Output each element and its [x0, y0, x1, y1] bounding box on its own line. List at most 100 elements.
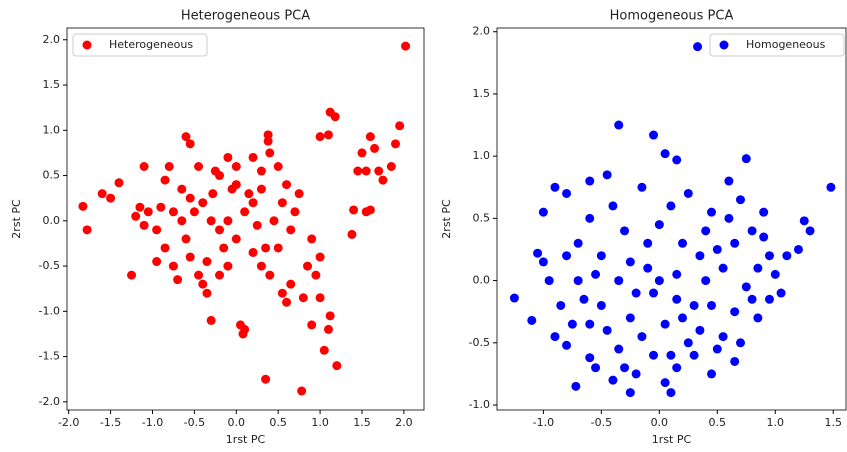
y-axis-label: 2rst PC [440, 199, 453, 239]
point [544, 276, 554, 286]
point [724, 176, 734, 186]
point [231, 234, 241, 244]
point [550, 332, 560, 342]
point [614, 120, 624, 130]
x-tick-label: 1.0 [767, 416, 785, 429]
legend-box [72, 33, 208, 57]
point [206, 315, 216, 325]
point [248, 198, 258, 208]
point [730, 356, 740, 366]
chart-title: Heterogeneous PCA [181, 9, 310, 24]
point [550, 182, 560, 192]
x-tick-label: 0.0 [651, 416, 669, 429]
point [294, 189, 304, 199]
point [649, 288, 659, 298]
point [602, 325, 612, 335]
point [202, 288, 212, 298]
point [277, 288, 287, 298]
point [240, 207, 250, 217]
point [181, 234, 191, 244]
x-tick-label: -0.5 [591, 416, 612, 429]
point [256, 261, 266, 271]
legend-marker [82, 40, 92, 50]
point [370, 143, 380, 153]
legend-label: Heterogeneous [109, 38, 193, 51]
point [533, 248, 543, 258]
point [637, 182, 647, 192]
point [332, 361, 342, 371]
x-tick-label: 1.0 [311, 416, 329, 429]
point [386, 161, 396, 171]
point [730, 307, 740, 317]
point [620, 226, 630, 236]
point [277, 198, 287, 208]
point [208, 189, 218, 199]
point [357, 148, 367, 158]
y-tick-label: 2.0 [43, 33, 61, 46]
point [206, 216, 216, 226]
x-tick-label: -1.5 [100, 416, 121, 429]
point [231, 180, 241, 190]
point [625, 388, 635, 398]
point [573, 238, 583, 248]
point [263, 136, 273, 146]
point [139, 161, 149, 171]
point [672, 269, 682, 279]
x-tick-label: 1.5 [353, 416, 371, 429]
point [261, 243, 271, 253]
point [139, 220, 149, 230]
point [160, 175, 170, 185]
y-tick-label: -1.5 [39, 350, 60, 363]
point [286, 279, 296, 289]
point [152, 225, 162, 235]
x-tick-label: -0.5 [184, 416, 205, 429]
x-axis-label: 1rst PC [652, 433, 692, 446]
point [269, 216, 279, 226]
point [660, 149, 670, 159]
point [319, 345, 329, 355]
point [273, 243, 283, 253]
point [614, 344, 624, 354]
point [198, 198, 208, 208]
x-tick-label: -1.0 [533, 416, 554, 429]
point [683, 188, 693, 198]
x-tick-label: 1.5 [824, 416, 842, 429]
point [562, 188, 572, 198]
point [261, 374, 271, 384]
point [672, 155, 682, 165]
point [805, 226, 815, 236]
point [131, 211, 141, 221]
point [238, 329, 248, 339]
point [712, 344, 722, 354]
y-tick-label: 1.5 [43, 78, 61, 91]
point [695, 251, 705, 261]
x-tick-label: 2.0 [395, 416, 413, 429]
legend-marker [719, 40, 729, 50]
point [282, 180, 292, 190]
point [323, 130, 333, 140]
point [181, 132, 191, 142]
point [573, 276, 583, 286]
point [579, 294, 589, 304]
point [286, 225, 296, 235]
y-tick-label: -0.5 [39, 259, 60, 272]
point [177, 184, 187, 194]
x-tick-label: 0.5 [709, 416, 727, 429]
point [135, 202, 145, 212]
point [160, 243, 170, 253]
point [666, 388, 676, 398]
point [614, 276, 624, 286]
legend-label: Homogeneous [746, 38, 826, 51]
x-tick-label: 0.0 [228, 416, 246, 429]
point [365, 205, 375, 215]
point [666, 350, 676, 360]
point [620, 363, 630, 373]
point [826, 182, 836, 192]
point [562, 251, 572, 261]
y-tick-label: 1.0 [43, 123, 61, 136]
point [282, 297, 292, 307]
point [202, 257, 212, 267]
point [168, 207, 178, 217]
point [643, 238, 653, 248]
point [215, 270, 225, 280]
